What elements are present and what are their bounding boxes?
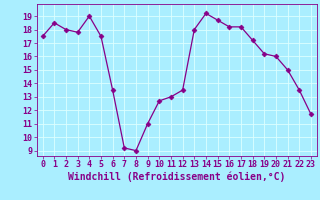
- X-axis label: Windchill (Refroidissement éolien,°C): Windchill (Refroidissement éolien,°C): [68, 172, 285, 182]
